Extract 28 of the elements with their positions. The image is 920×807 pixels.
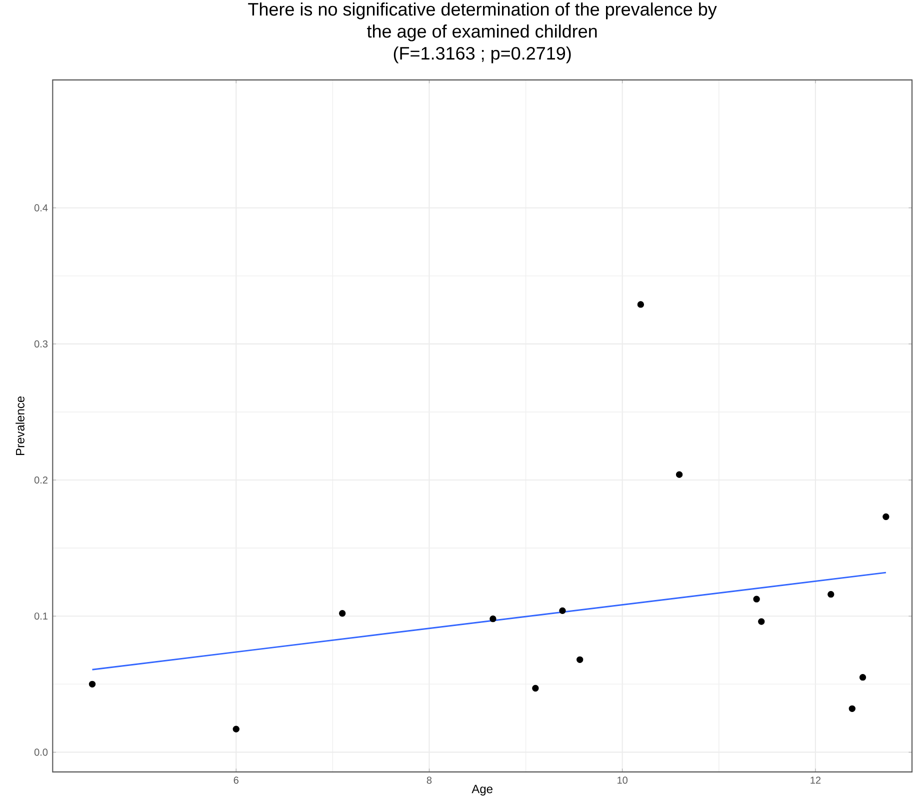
point bbox=[232, 726, 240, 732]
point bbox=[882, 513, 890, 520]
chart-title: There is no significative determination of the prevalence by the age of examined children bbox=[248, 2, 717, 42]
y-tick-label: 0.1 bbox=[34, 612, 48, 620]
point bbox=[637, 301, 644, 308]
point bbox=[859, 674, 866, 681]
point bbox=[532, 684, 539, 692]
y-axis-title: Prevalence bbox=[16, 396, 24, 455]
y-tick-label: 0.0 bbox=[34, 748, 48, 756]
point bbox=[828, 591, 834, 598]
x-axis-title: Age bbox=[472, 784, 492, 796]
chart-subtitle: (F=1.3163 ; p=0.2719) bbox=[394, 46, 571, 64]
x-tick-label: 10 bbox=[618, 776, 628, 784]
point bbox=[676, 471, 683, 478]
y-tick-label: 0.2 bbox=[34, 476, 48, 484]
x-tick-label: 12 bbox=[810, 776, 821, 784]
y-tick-label: 0.4 bbox=[34, 204, 48, 212]
point bbox=[88, 680, 96, 688]
y-tick-label: 0.3 bbox=[34, 340, 48, 348]
point bbox=[753, 596, 760, 602]
point bbox=[490, 616, 496, 622]
point bbox=[559, 607, 566, 614]
point bbox=[848, 705, 856, 712]
point bbox=[576, 656, 584, 663]
point bbox=[758, 618, 765, 625]
x-tick-label: 6 bbox=[234, 776, 238, 784]
point bbox=[339, 610, 346, 617]
x-tick-label: 8 bbox=[426, 776, 432, 784]
